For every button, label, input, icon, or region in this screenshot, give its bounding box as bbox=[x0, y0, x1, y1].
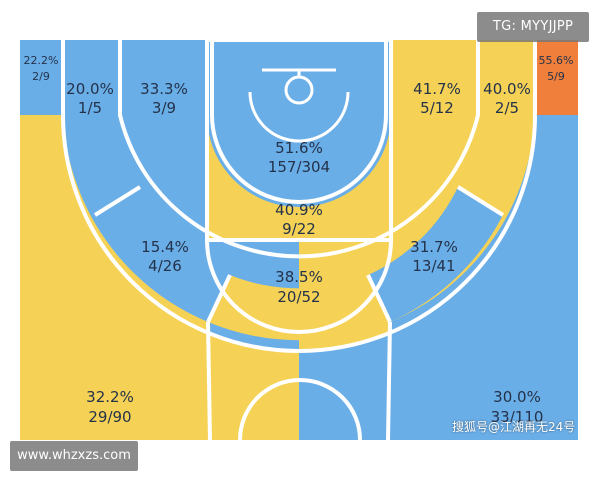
zone-right-elbow bbox=[368, 187, 503, 322]
site-watermark: www.whzxzs.com bbox=[10, 441, 138, 471]
court-lines bbox=[61, 40, 537, 440]
label-left-corner-pct: 22.2% bbox=[24, 54, 59, 67]
free-throw-circle bbox=[205, 239, 393, 334]
label-left-wing-three-frac: 29/90 bbox=[88, 408, 131, 426]
mid-range-arc bbox=[118, 40, 480, 259]
zone-right-corner bbox=[535, 40, 578, 115]
left-key-divider bbox=[206, 274, 232, 323]
telegram-watermark: TG: MYYJJPP bbox=[477, 12, 589, 42]
label-paint-frac: 9/22 bbox=[282, 220, 316, 238]
label-left-short-mid-frac: 3/9 bbox=[152, 99, 176, 117]
label-paint-pct: 40.9% bbox=[275, 201, 323, 219]
label-left-corner-frac: 2/9 bbox=[32, 70, 50, 83]
label-left-elbow-frac: 4/26 bbox=[148, 257, 182, 275]
zone-left-elbow bbox=[95, 187, 230, 322]
zone-right-baseline-mid bbox=[458, 40, 535, 215]
label-right-baseline-mid-pct: 40.0% bbox=[483, 80, 531, 98]
label-restricted-area-frac: 157/304 bbox=[268, 158, 330, 176]
label-right-baseline-mid-frac: 2/5 bbox=[495, 99, 519, 117]
zone-top-key bbox=[208, 275, 390, 341]
left-wing-divider bbox=[206, 321, 212, 440]
label-right-corner-pct: 55.6% bbox=[539, 54, 574, 67]
label-restricted-area-pct: 51.6% bbox=[275, 139, 323, 157]
basket-icon bbox=[248, 68, 350, 143]
source-watermark: 搜狐号@江湖再无24号 bbox=[452, 420, 576, 434]
right-wing-divider bbox=[386, 321, 392, 440]
paint-lines bbox=[205, 40, 393, 242]
label-left-wing-three-pct: 32.2% bbox=[86, 388, 134, 406]
label-top-key-frac: 20/52 bbox=[277, 288, 320, 306]
label-left-baseline-mid-frac: 1/5 bbox=[78, 99, 102, 117]
zone-right-wing-three bbox=[388, 115, 578, 440]
zone-left-wing-three bbox=[20, 115, 210, 440]
label-right-corner-frac: 5/9 bbox=[547, 70, 565, 83]
label-left-baseline-mid-pct: 20.0% bbox=[66, 80, 114, 98]
label-right-elbow-frac: 13/41 bbox=[412, 257, 455, 275]
label-top-key-pct: 38.5% bbox=[275, 268, 323, 286]
right-elbow-divider bbox=[456, 185, 505, 217]
zone-left-corner bbox=[20, 40, 63, 115]
zone-restricted-area bbox=[207, 40, 391, 207]
three-point-line bbox=[61, 40, 537, 353]
label-right-wing-three-frac: 33/110 bbox=[491, 408, 544, 426]
zone-left-baseline-mid bbox=[63, 40, 140, 215]
right-key-divider bbox=[366, 274, 392, 323]
label-left-elbow-pct: 15.4% bbox=[141, 238, 189, 256]
center-circle bbox=[238, 378, 362, 440]
left-elbow-divider bbox=[93, 185, 142, 217]
label-right-short-mid-pct: 41.7% bbox=[413, 80, 461, 98]
label-right-short-mid-frac: 5/12 bbox=[420, 99, 454, 117]
label-right-elbow-pct: 31.7% bbox=[410, 238, 458, 256]
label-right-wing-three-pct: 30.0% bbox=[493, 388, 541, 406]
zone-labels: 22.2% 2/9 55.6% 5/9 20.0% 1/5 33.3% 3/9 … bbox=[24, 54, 574, 426]
restricted-arc bbox=[210, 40, 388, 204]
label-left-short-mid-pct: 33.3% bbox=[140, 80, 188, 98]
